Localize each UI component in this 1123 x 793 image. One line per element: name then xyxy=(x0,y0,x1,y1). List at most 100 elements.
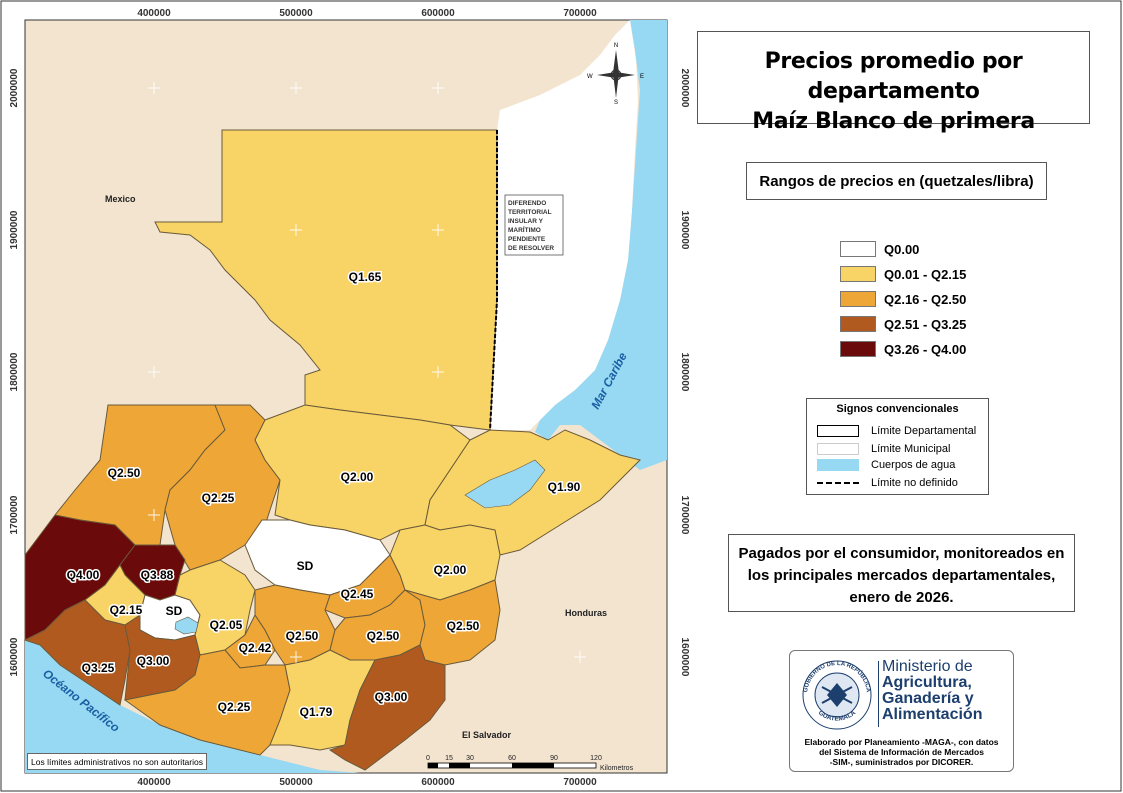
label-santa-rosa: Q1.79 xyxy=(300,705,333,719)
y-tick-right-2: 1800000 xyxy=(679,353,690,392)
label-chimaltenango: Q2.05 xyxy=(210,618,243,632)
x-tick-bottom-0: 400000 xyxy=(137,777,171,788)
legend-swatch-4 xyxy=(840,341,876,357)
note-line-2: los principales mercados departamentales… xyxy=(747,567,1056,584)
dispute-line-2: INSULAR Y xyxy=(508,218,544,225)
label-totonicapan: Q2.15 xyxy=(110,603,143,617)
legend-swatch-2 xyxy=(840,291,876,307)
x-tick-bottom-2: 600000 xyxy=(421,777,455,788)
sign-water-label: Cuerpos de agua xyxy=(871,459,956,471)
compass-w: W xyxy=(587,74,593,80)
ministry-line-4: Alimentación xyxy=(882,706,983,723)
legend-item-2: Q2.16 - Q2.50 xyxy=(840,290,966,308)
title-line-2: Maíz Blanco de primera xyxy=(752,109,1035,134)
legend-label-1: Q0.01 - Q2.15 xyxy=(884,266,967,282)
label-zacapa: Q2.00 xyxy=(434,563,467,577)
signs-title: Signos convencionales xyxy=(836,403,959,415)
guatemala-seal-icon: GOBIERNO DE LA REPÚBLICA GUATEMALA xyxy=(802,660,872,730)
title-line-1: Precios promedio por departamento xyxy=(764,49,1023,104)
legend-item-3: Q2.51 - Q3.25 xyxy=(840,315,966,333)
dept-jutiapa xyxy=(328,644,446,771)
label-jalapa: Q2.50 xyxy=(367,629,400,643)
sign-water: Cuerpos de agua xyxy=(817,458,955,472)
undefined-boundary xyxy=(489,130,498,431)
departments xyxy=(23,129,641,771)
compass-n: N xyxy=(614,43,618,49)
note-line-1: Pagados por el consumidor, monitoreados … xyxy=(738,545,1065,562)
legend-swatch-3 xyxy=(840,316,876,332)
legend-label-0: Q0.00 xyxy=(884,241,920,257)
legend-item-0: Q0.00 xyxy=(840,240,919,258)
legend-item-1: Q0.01 - Q2.15 xyxy=(840,265,966,283)
legend-label-4: Q3.26 - Q4.00 xyxy=(884,341,967,357)
dept-peten xyxy=(154,129,498,431)
label-peten: Q1.65 xyxy=(349,270,382,284)
label-baja-verapaz: SD xyxy=(297,559,314,573)
dispute-line-5: DE RESOLVER xyxy=(508,245,554,252)
dispute-box xyxy=(504,194,564,256)
scale-30: 30 xyxy=(466,755,474,762)
dispute-line-3: MARÍTIMO xyxy=(508,225,541,234)
ministry-line-2: Agricultura, xyxy=(882,674,972,691)
dispute-line-4: PENDIENTE xyxy=(508,236,546,243)
note-box: Pagados por el consumidor, monitoreados … xyxy=(728,534,1075,612)
sign-muni-boundary: Límite Municipal xyxy=(817,442,950,456)
sign-muni-label: Límite Municipal xyxy=(871,443,951,455)
compass-s: S xyxy=(614,100,618,106)
y-tick-right-1: 1900000 xyxy=(679,211,690,250)
dept-escuintla xyxy=(123,649,291,756)
sign-muni-swatch xyxy=(817,443,859,455)
x-tick-top-2: 600000 xyxy=(421,8,455,19)
label-jutiapa: Q3.00 xyxy=(375,690,408,704)
sign-water-swatch xyxy=(817,459,859,471)
dept-chiquimula xyxy=(404,579,501,666)
sign-undefined-label: Límite no definido xyxy=(871,477,958,489)
label-sacatepequez: Q2.42 xyxy=(239,641,272,655)
y-tick-left-3: 1700000 xyxy=(9,495,20,534)
scale-120: 120 xyxy=(590,755,602,762)
admin-note: Los límites administrativos no son autor… xyxy=(27,753,207,770)
label-escuintla: Q2.25 xyxy=(218,700,251,714)
label-solola: SD xyxy=(166,604,183,618)
scale-unit: Kilometros xyxy=(600,765,634,772)
scale-60: 60 xyxy=(508,755,516,762)
x-tick-top-0: 400000 xyxy=(137,8,171,19)
ministry-line-1: Ministerio de xyxy=(882,658,973,675)
label-mexico: Mexico xyxy=(105,194,136,204)
dept-chimaltenango xyxy=(174,559,256,656)
credit-line-3: -SIM-, suministrados por DICORER. xyxy=(829,757,974,767)
sign-undefined: Límite no definido xyxy=(817,476,958,490)
x-tick-top-3: 700000 xyxy=(563,8,597,19)
label-alta-verapaz: Q2.00 xyxy=(341,470,374,484)
logo-box: GOBIERNO DE LA REPÚBLICA GUATEMALA Minis… xyxy=(789,650,1014,772)
label-guatemala: Q2.50 xyxy=(286,629,319,643)
sign-undefined-swatch xyxy=(817,482,859,484)
title-box: Precios promedio por departamento Maíz B… xyxy=(697,31,1090,134)
sign-dept-boundary: Límite Departamental xyxy=(817,424,976,438)
label-quetzaltenango: Q3.88 xyxy=(141,568,174,582)
graticule xyxy=(148,82,586,663)
label-chiquimula: Q2.50 xyxy=(447,619,480,633)
legend-label-2: Q2.16 - Q2.50 xyxy=(884,291,967,307)
ministry-name: Ministerio de Agricultura, Ganadería y A… xyxy=(882,659,982,723)
legend-swatch-0 xyxy=(840,241,876,257)
y-tick-right-0: 2000000 xyxy=(679,69,690,108)
compass-icon: N S E W xyxy=(587,43,644,106)
y-tick-left-1: 1900000 xyxy=(9,210,20,249)
y-tick-left-2: 1800000 xyxy=(9,352,20,391)
label-san-marcos: Q4.00 xyxy=(67,568,100,582)
label-honduras: Honduras xyxy=(565,608,607,618)
y-tick-left-4: 1600000 xyxy=(9,637,20,676)
x-tick-bottom-3: 700000 xyxy=(563,777,597,788)
dispute-line-1: TERRITORIAL xyxy=(508,209,552,216)
credit-line-1: Elaborado por Planeamiento -MAGA-, con d… xyxy=(804,737,999,747)
credit-line-2: del Sistema de Información de Mercados xyxy=(819,747,984,757)
credit-text: Elaborado por Planeamiento -MAGA-, con d… xyxy=(790,737,1013,767)
legend-label-3: Q2.51 - Q3.25 xyxy=(884,316,967,332)
scale-0: 0 xyxy=(426,755,430,762)
y-tick-right-4: 1600000 xyxy=(679,638,690,677)
label-izabal: Q1.90 xyxy=(548,480,581,494)
legend-swatch-1 xyxy=(840,266,876,282)
note-line-3: enero de 2026. xyxy=(849,589,954,606)
